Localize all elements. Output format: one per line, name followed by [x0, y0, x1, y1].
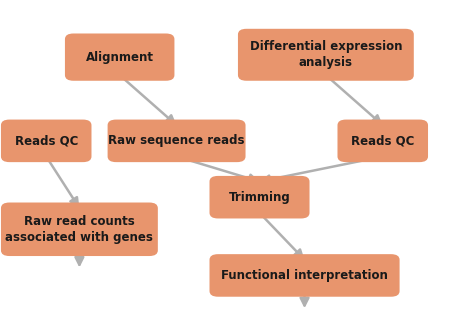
FancyBboxPatch shape: [108, 120, 246, 162]
Text: Differential expression
analysis: Differential expression analysis: [250, 40, 402, 69]
Text: Raw read counts
associated with genes: Raw read counts associated with genes: [6, 215, 153, 244]
FancyBboxPatch shape: [1, 120, 91, 162]
FancyBboxPatch shape: [337, 120, 428, 162]
Text: Alignment: Alignment: [86, 51, 154, 64]
FancyBboxPatch shape: [1, 203, 158, 256]
FancyBboxPatch shape: [210, 176, 310, 218]
Text: Raw sequence reads: Raw sequence reads: [109, 134, 245, 147]
FancyBboxPatch shape: [210, 254, 400, 297]
FancyBboxPatch shape: [238, 29, 414, 81]
Text: Reads QC: Reads QC: [351, 134, 414, 147]
Text: Functional interpretation: Functional interpretation: [221, 269, 388, 282]
FancyBboxPatch shape: [65, 33, 174, 81]
Text: Reads QC: Reads QC: [15, 134, 78, 147]
Text: Trimming: Trimming: [228, 191, 291, 204]
